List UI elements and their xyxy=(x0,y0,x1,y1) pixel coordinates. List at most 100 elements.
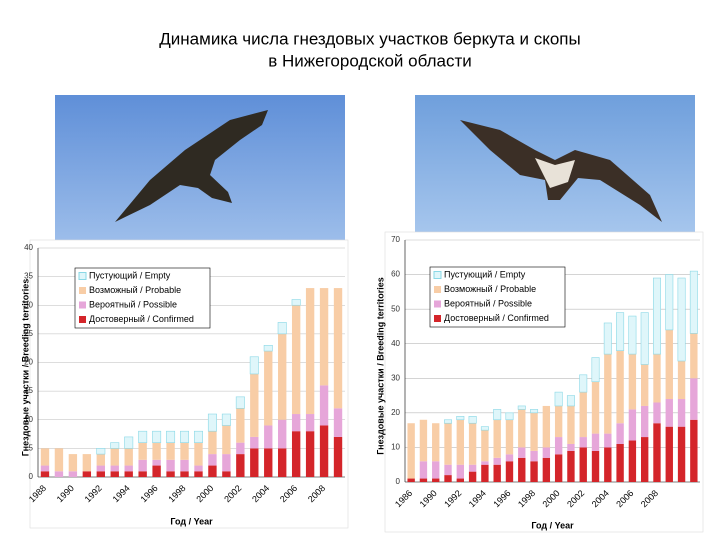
bar-segment xyxy=(96,448,106,455)
legend-label: Достоверный / Confirmed xyxy=(444,313,549,323)
bar-segment xyxy=(481,464,489,482)
bar-segment xyxy=(68,471,78,477)
bar-segment xyxy=(604,354,612,434)
bar-segment xyxy=(481,461,489,465)
bar-segment xyxy=(138,442,147,460)
bar-segment xyxy=(480,426,489,431)
bar-segment xyxy=(641,364,649,406)
x-axis-label: Год / Year xyxy=(531,520,574,530)
bar-segment xyxy=(493,409,502,421)
y-tick-label: 5 xyxy=(29,443,34,452)
bar-segment xyxy=(518,457,526,482)
bar-segment xyxy=(641,437,649,482)
bar-segment xyxy=(250,373,259,437)
bar-segment xyxy=(689,270,698,334)
bar-segment xyxy=(110,471,119,477)
bar-segment xyxy=(249,356,259,375)
bar-segment xyxy=(554,405,563,438)
legend-swatch xyxy=(434,300,441,308)
bar-segment xyxy=(333,408,343,437)
bar-segment xyxy=(278,419,287,449)
bar-segment xyxy=(291,299,301,306)
y-tick-label: 10 xyxy=(24,415,33,424)
bar-segment xyxy=(554,437,563,455)
bar-segment xyxy=(444,423,452,465)
bar-segment xyxy=(677,361,686,400)
bar-segment xyxy=(407,478,415,482)
bar-segment xyxy=(236,442,245,455)
bar-segment xyxy=(222,471,231,477)
bar-segment xyxy=(432,423,440,462)
y-tick-label: 40 xyxy=(24,243,33,252)
bar-segment xyxy=(432,461,440,479)
bar-segment xyxy=(493,464,501,482)
bar-segment xyxy=(604,447,612,482)
bar-segment xyxy=(677,277,686,362)
y-axis-label: Гнездовые участки / Breeding territories xyxy=(20,279,30,456)
legend-label: Пустующий / Empty xyxy=(89,270,171,280)
bar-segment xyxy=(264,448,273,477)
bar-segment xyxy=(616,350,624,424)
bar-segment xyxy=(40,471,50,477)
legend-label: Возможный / Probable xyxy=(444,284,536,294)
bar-segment xyxy=(319,385,329,426)
bar-segment xyxy=(628,440,637,482)
bar-segment xyxy=(468,471,477,482)
bar-segment xyxy=(250,448,259,477)
bar-segment xyxy=(444,475,452,482)
bar-segment xyxy=(444,464,452,476)
bar-segment xyxy=(579,437,587,448)
bar-segment xyxy=(505,412,514,421)
bar-segment xyxy=(235,396,245,409)
bar-segment xyxy=(194,465,203,472)
bar-segment xyxy=(222,454,231,472)
bar-segment xyxy=(628,315,637,355)
y-tick-label: 60 xyxy=(391,270,400,279)
y-tick-label: 0 xyxy=(396,477,401,486)
bar-segment xyxy=(567,405,575,444)
bar-segment xyxy=(193,430,203,443)
bar-segment xyxy=(333,436,343,477)
bar-segment xyxy=(208,465,217,477)
bar-segment xyxy=(222,425,231,455)
y-tick-label: 20 xyxy=(24,358,33,367)
y-tick-label: 70 xyxy=(391,235,400,244)
bar-segment xyxy=(236,454,245,477)
bar-segment xyxy=(277,322,287,335)
bar-segment xyxy=(665,329,673,400)
x-axis-label: Год / Year xyxy=(170,516,213,526)
bar-segment xyxy=(54,448,64,472)
bar-segment xyxy=(493,457,501,465)
bar-segment xyxy=(530,461,538,482)
bar-segment xyxy=(194,471,203,477)
y-tick-label: 30 xyxy=(391,373,400,382)
bar-segment xyxy=(517,405,526,410)
bar-segment xyxy=(530,412,538,451)
legend-box xyxy=(74,267,211,329)
bar-segment xyxy=(264,425,273,449)
bar-segment xyxy=(319,425,329,477)
bar-segment xyxy=(166,471,175,477)
y-tick-label: 10 xyxy=(391,443,400,452)
legend-swatch xyxy=(79,287,86,294)
legend-label: Возможный / Probable xyxy=(89,285,181,295)
legend-swatch xyxy=(433,271,442,279)
bar-segment xyxy=(604,433,612,448)
bar-segment xyxy=(456,419,464,465)
bar-segment xyxy=(166,430,176,443)
bar-segment xyxy=(291,305,301,415)
bar-segment xyxy=(250,436,259,449)
osprey-photo xyxy=(415,95,695,240)
bar-segment xyxy=(554,391,563,407)
bar-segment xyxy=(278,333,287,420)
bar-segment xyxy=(221,413,231,426)
bar-segment xyxy=(82,471,92,477)
bar-segment xyxy=(305,288,315,415)
bar-segment xyxy=(677,399,686,427)
bar-segment xyxy=(628,354,637,410)
bar-segment xyxy=(505,461,514,482)
bar-segment xyxy=(530,450,538,462)
legend-swatch xyxy=(79,301,86,309)
legend-swatch xyxy=(78,272,87,280)
bar-segment xyxy=(665,426,673,482)
